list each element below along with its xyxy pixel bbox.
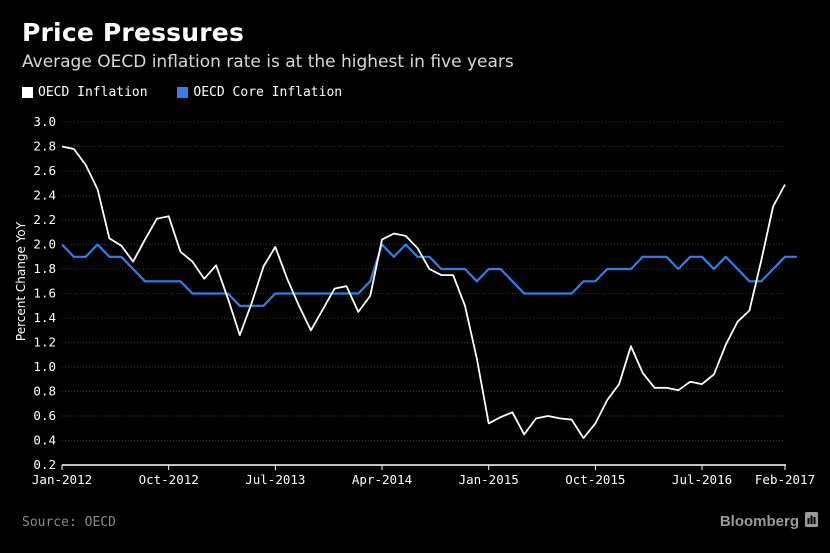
- y-tick-label: 1.0: [33, 359, 56, 374]
- y-tick-label: 1.6: [33, 286, 56, 301]
- y-tick-label: 1.4: [33, 310, 56, 325]
- chart-title: Price Pressures: [22, 18, 245, 47]
- y-tick-label: 2.8: [33, 139, 56, 154]
- y-tick-label: 2.4: [33, 188, 56, 203]
- y-tick-label: 0.6: [33, 408, 56, 423]
- series-line-oecd-core-inflation: [61, 243, 797, 307]
- y-tick-label: 2.6: [33, 163, 56, 178]
- y-tick-label: 0.2: [33, 457, 56, 472]
- x-tick-label: Jul-2013: [245, 472, 305, 487]
- chart-legend: OECD Inflation OECD Core Inflation: [22, 85, 364, 102]
- x-tick-label: Oct-2015: [565, 472, 625, 487]
- x-tick-label: Jul-2016: [672, 472, 732, 487]
- bloomberg-mark-icon: [805, 512, 818, 531]
- y-axis-label: Percent Change YoY: [14, 221, 28, 341]
- legend-item-oecd-core-inflation: OECD Core Inflation: [177, 85, 342, 100]
- legend-label-oecd-inflation: OECD Inflation: [38, 85, 148, 100]
- x-axis-ticks: Jan-2012 Oct-2012 Jul-2013 Apr-2014 Jan-2015…: [32, 465, 815, 487]
- legend-swatch-oecd-core-inflation: [177, 87, 189, 98]
- y-tick-label: 1.2: [33, 335, 56, 350]
- y-axis-ticks: 0.2 0.4 0.6 0.8 1.0 1.2 1.4 1.6 1.8 2.0 2.2 2.4 2.6 2…: [33, 114, 56, 472]
- x-tick-label: Oct-2012: [139, 472, 199, 487]
- source-note: Source: OECD: [22, 515, 116, 530]
- y-tick-label: 0.8: [33, 384, 56, 399]
- series-lines: [61, 145, 797, 440]
- y-tick-label: 2.2: [33, 212, 56, 227]
- brand-name: Bloomberg: [719, 513, 799, 530]
- x-tick-label: Apr-2014: [352, 472, 412, 487]
- grid-lines: [62, 121, 785, 441]
- y-tick-label: 3.0: [33, 114, 56, 129]
- legend-label-oecd-core-inflation: OECD Core Inflation: [193, 85, 343, 100]
- series-line-oecd-inflation: [61, 145, 786, 440]
- x-tick-label: Jan-2012: [32, 472, 92, 487]
- legend-swatch-oecd-inflation: [22, 87, 33, 98]
- y-tick-label: 0.4: [33, 433, 56, 448]
- x-tick-label: Feb-2017: [755, 472, 815, 487]
- y-tick-label: 1.8: [33, 261, 56, 276]
- y-tick-label: 2.0: [33, 237, 56, 252]
- bloomberg-logo: Bloomberg: [720, 512, 818, 531]
- x-tick-label: Jan-2015: [459, 472, 519, 487]
- legend-item-oecd-inflation: OECD Inflation: [22, 85, 148, 100]
- chart-subtitle: Average OECD inflation rate is at the hi…: [22, 52, 514, 72]
